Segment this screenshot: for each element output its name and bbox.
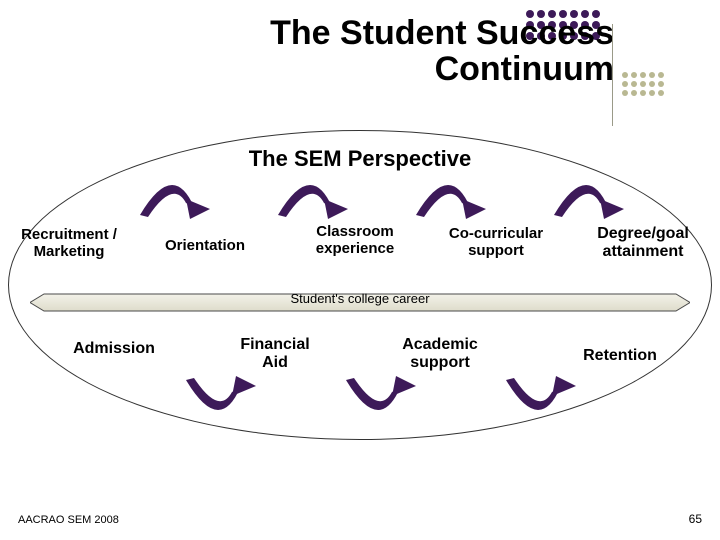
flow-arrow-top-1 [134, 177, 212, 221]
subtitle: The SEM Perspective [0, 146, 720, 172]
stage-label-degree: Degree/goalattainment [578, 225, 708, 262]
flow-arrow-bottom-1 [180, 374, 258, 418]
title-line-1: The Student Success [270, 16, 614, 52]
dot-grid-decorative-2 [620, 70, 665, 97]
stage-label-cocurricular: Co-curricularsupport [436, 225, 556, 260]
flow-arrow-top-2 [272, 177, 350, 221]
title-line-2: Continuum [270, 52, 614, 88]
flow-arrow-top-4 [548, 177, 626, 221]
slide: The Student Success Continuum The SEM Pe… [0, 0, 720, 540]
stage-label-academic-support: Academicsupport [380, 336, 500, 373]
stage-label-financial-aid: FinancialAid [220, 336, 330, 373]
flow-arrow-bottom-3 [500, 374, 578, 418]
footer-source: AACRAO SEM 2008 [18, 514, 119, 526]
stage-label-admission: Admission [54, 340, 174, 358]
page-number: 65 [689, 512, 702, 526]
flow-arrow-bottom-2 [340, 374, 418, 418]
flow-arrow-top-3 [410, 177, 488, 221]
slide-title: The Student Success Continuum [270, 16, 614, 87]
stage-label-classroom: Classroomexperience [300, 223, 410, 258]
timeline-caption: Student's college career [0, 291, 720, 306]
stage-label-recruitment: Recruitment /Marketing [4, 226, 134, 261]
title-underline [612, 24, 613, 126]
stage-label-orientation: Orientation [150, 237, 260, 254]
stage-label-retention: Retention [560, 347, 680, 365]
